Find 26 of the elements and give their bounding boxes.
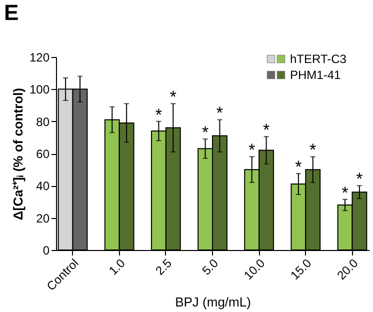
y-tick-label: 60 — [36, 147, 50, 161]
y-tick-label: 120 — [29, 50, 50, 64]
y-tick-label: 100 — [29, 82, 50, 97]
y-tick-label: 80 — [36, 114, 50, 129]
annotation: * — [216, 104, 224, 123]
x-tick-label: 2.5 — [152, 256, 175, 278]
x-tick-label: 1.0 — [106, 256, 128, 278]
annotation: * — [170, 88, 177, 107]
y-tick-label: 40 — [36, 179, 50, 194]
legend-label: hTERT-C3 — [290, 52, 347, 66]
annotation: * — [202, 123, 209, 142]
annotation: * — [295, 158, 302, 177]
y-axis-title: Δ[Ca²⁺]ᵢ (% of control) — [10, 88, 26, 220]
y-tick-label: 20 — [36, 211, 50, 226]
x-tick-label: 5.0 — [199, 256, 222, 278]
x-axis-title: BPJ (mg/mL) — [175, 294, 251, 310]
annotation: * — [248, 140, 256, 160]
annotation: * — [262, 120, 270, 140]
annotation: * — [342, 183, 349, 202]
annotation: * — [155, 105, 162, 124]
y-tick-label: 0 — [42, 244, 50, 258]
annotation: * — [310, 140, 317, 160]
legend-label: PHM1-41 — [290, 68, 342, 82]
text: E — [4, 0, 19, 25]
x-tick-label: 10.0 — [241, 256, 268, 283]
annotation: * — [356, 170, 364, 189]
